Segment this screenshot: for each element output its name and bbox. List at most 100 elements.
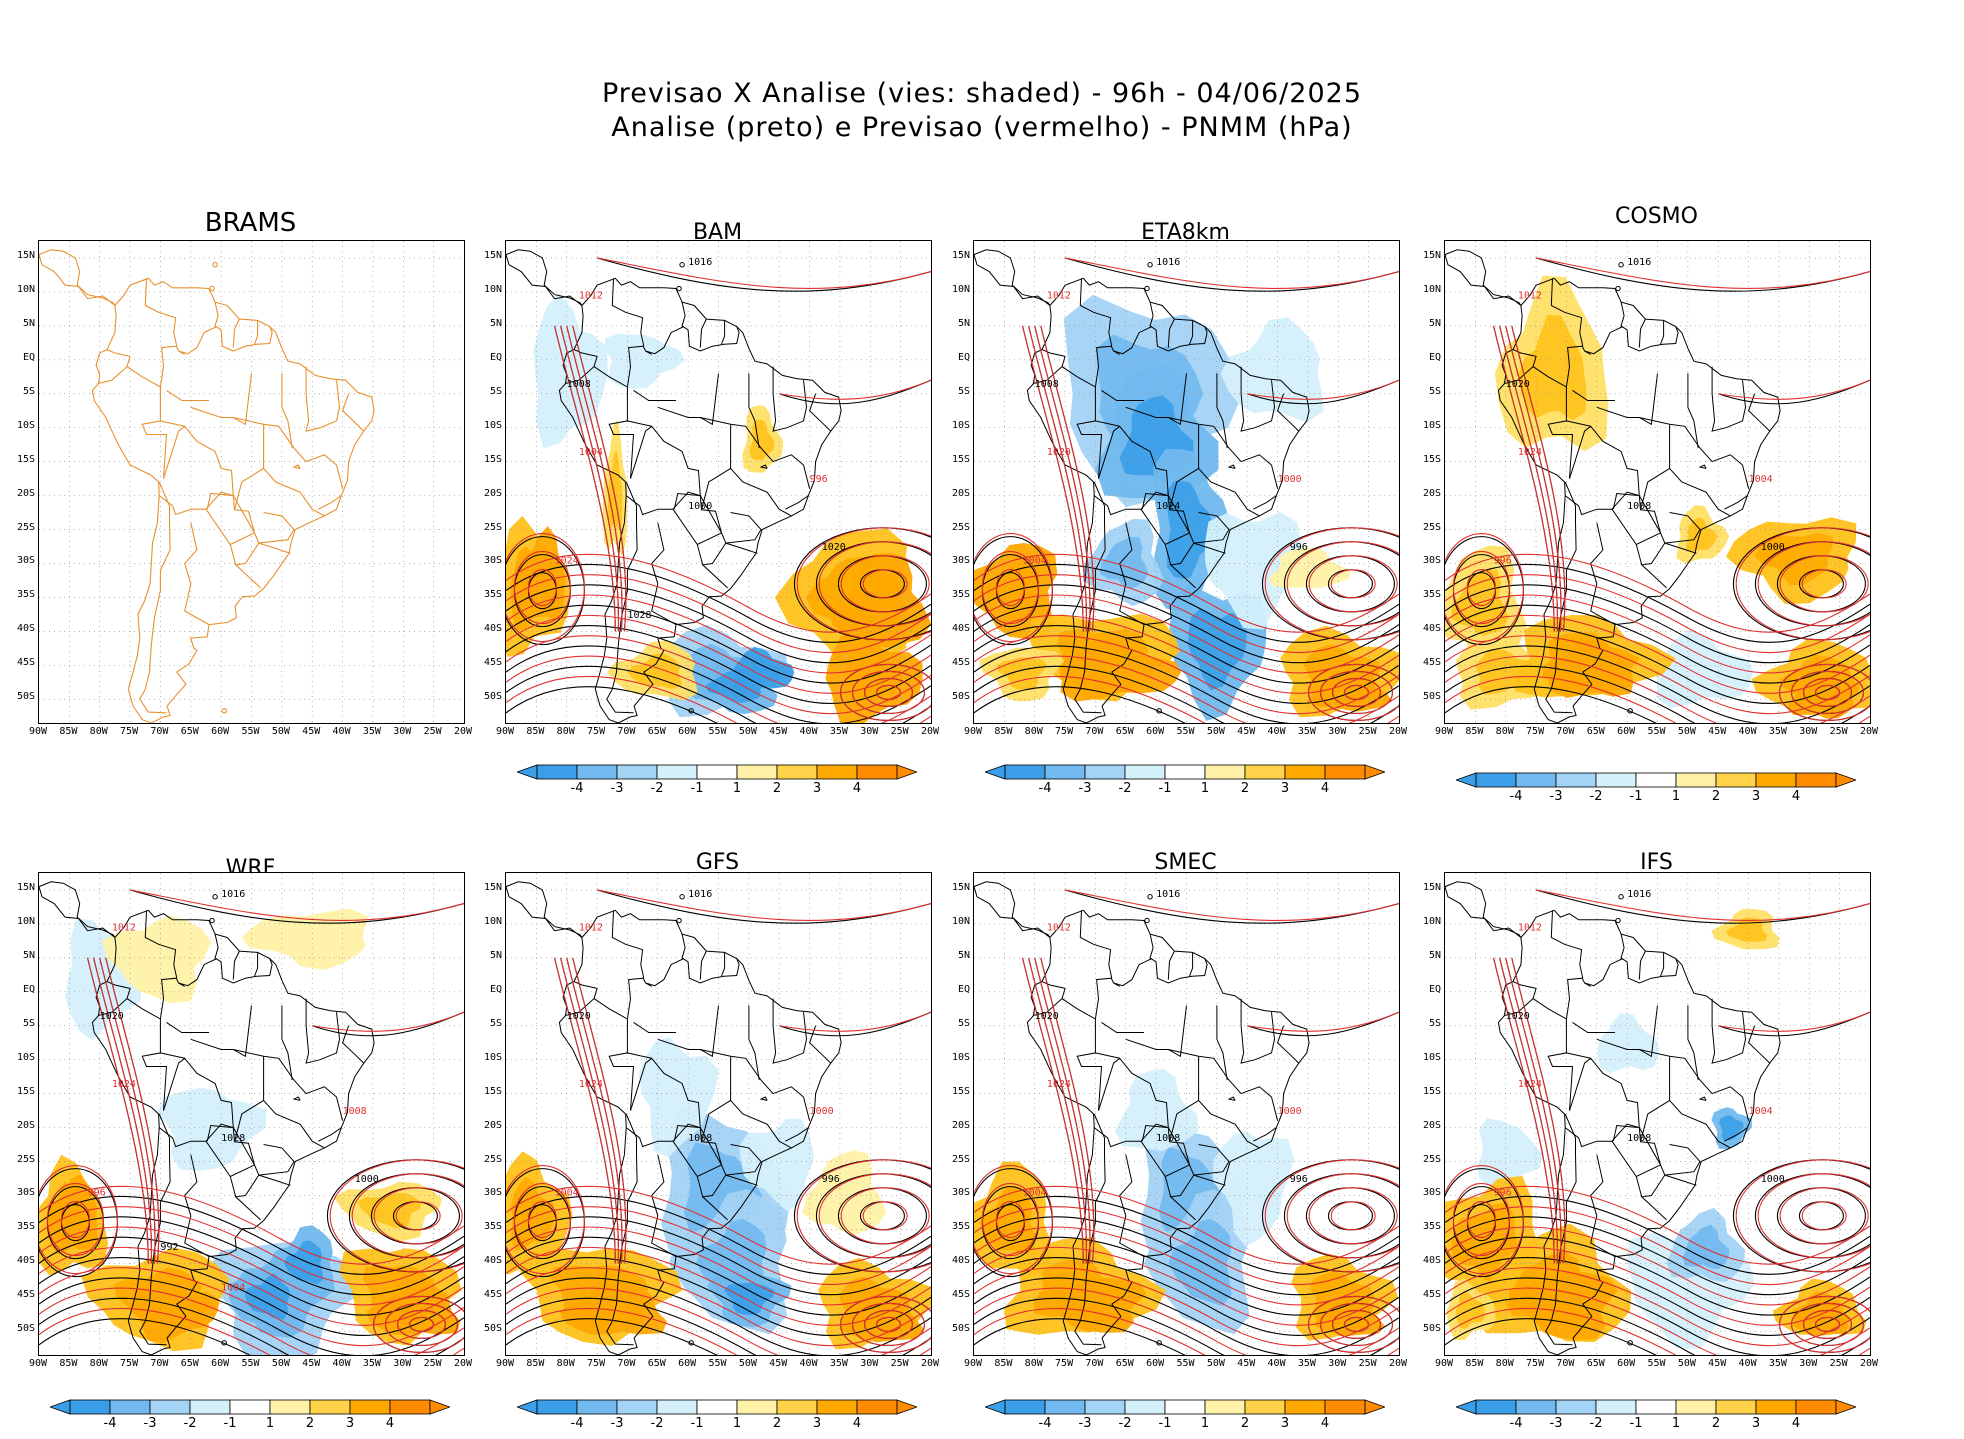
isoline-label: 1020 [1506,1011,1530,1022]
lat-label: 10S [1422,419,1441,431]
colorbar-label: -2 [1589,1416,1603,1431]
lat-label: 15S [951,1085,970,1097]
map-panel-bam: 1016 1012 1008 1004 1000 996 1020 1024 1028 [505,240,932,724]
isoline-label: 1008 [688,1133,712,1144]
isoline-label: 1020 [100,1011,124,1022]
colorbar-arrow-right [1364,764,1385,780]
lat-label: 15S [1422,453,1441,465]
lon-label: 75W [120,1358,139,1369]
isoline-label: 996 [822,1174,840,1185]
lon-label: 60W [678,726,697,737]
lat-label: 20S [483,1119,502,1131]
lat-label: 35S [16,589,35,601]
lon-label: 20W [1388,1358,1408,1369]
lat-label: 45S [1422,1289,1441,1301]
lat-label: 10S [16,419,35,431]
lat-label: 35S [483,1221,502,1233]
panel-title-brams: BRAMS [204,208,297,238]
isoline-label: 1016 [688,257,712,268]
lon-label: 50W [271,726,290,737]
colorbar-swatch [1515,1399,1557,1415]
lat-label: 45S [951,657,970,669]
colorbar-label: 2 [1240,1416,1250,1431]
lon-label: 40W [332,1358,351,1369]
colorbar-label: 1 [1200,781,1210,796]
colorbar-label: -2 [1118,1416,1132,1431]
colorbar-label: -2 [1118,781,1132,796]
colorbar-arrow-left [517,764,538,780]
lon-label: 90W [28,726,48,737]
lat-label: 30S [1422,555,1441,567]
colorbar-label: 1 [1671,1416,1681,1431]
lat-label: 40S [16,623,35,635]
lon-label: 55W [708,726,727,737]
map-canvas: 1016 1012 1020 1024 1008 1000 996 1004 [506,873,931,1355]
lon-label: 55W [1647,1358,1666,1369]
isoline-label: 1004 [555,1187,579,1198]
colorbar-swatch [576,764,618,780]
lat-label: 5S [489,385,502,397]
colorbar-label: 1 [732,781,742,796]
isoline-label: 1024 [555,555,579,566]
colorbar-label: -3 [1549,789,1563,804]
lon-label: 20W [1388,726,1408,737]
colorbar-label: 2 [1240,781,1250,796]
lat-label: 25S [1422,521,1441,533]
isoline-label: 1024 [1156,501,1180,512]
forecast-isobars [39,889,464,1355]
colorbar: -4 -3 -2 -1 1 2 3 4 [1456,1399,1856,1439]
lat-label: 15S [16,1085,35,1097]
lat-label: 15S [1422,1085,1441,1097]
colorbar-label: -4 [1038,1416,1052,1431]
lat-label: 5S [22,385,35,397]
lat-label: 10N [1422,283,1441,295]
lon-label: 25W [890,726,909,737]
lon-label: 20W [1859,1358,1879,1369]
isoline-label: 996 [1290,1174,1308,1185]
lon-label: 45W [769,1358,788,1369]
coastline [506,249,842,723]
lon-label: 30W [1328,726,1347,737]
isoline-label: 1016 [221,889,245,900]
colorbar-swatch [576,1399,618,1415]
colorbar-swatch [856,1399,898,1415]
colorbar-arrow-left [985,1399,1006,1415]
lon-label: 90W [495,726,515,737]
isoline-label: 1020 [1035,1011,1059,1022]
isoline-label: 996 [1290,542,1308,553]
isoline-label: 1016 [1156,889,1180,900]
isoline-label: 1012 [1518,923,1542,934]
lat-label: 50S [16,691,35,703]
lon-label: 35W [829,1358,848,1369]
lon-label: 60W [1617,726,1636,737]
isoline-label: 1020 [1506,379,1530,390]
lat-label: 40S [951,623,970,635]
lon-label: 85W [59,726,78,737]
colorbar-swatch [1124,1399,1166,1415]
lat-label: 5N [22,317,35,329]
lon-label: 65W [647,1358,666,1369]
lat-label: 5N [1428,949,1441,961]
lon-label: 20W [453,1358,473,1369]
lat-label: 35S [951,1221,970,1233]
lon-label: 40W [332,726,351,737]
lon-label: 75W [587,726,606,737]
grid-lines [39,241,464,723]
lon-label: 25W [423,1358,442,1369]
colorbar-label: -1 [690,781,704,796]
lon-label: 45W [769,726,788,737]
coastline [39,249,375,723]
lon-label: 25W [890,1358,909,1369]
lon-label: 55W [1176,726,1195,737]
lon-label: 60W [211,1358,230,1369]
colorbar-label: -1 [1158,1416,1172,1431]
isoline-label: 1008 [567,379,591,390]
lat-label: 5S [957,1017,970,1029]
colorbar-swatch [349,1399,391,1415]
colorbar-label: 4 [1320,1416,1330,1431]
colorbar-label: 4 [852,781,862,796]
lon-label: 70W [150,726,169,737]
lat-label: 45S [16,657,35,669]
colorbar-label: 3 [1751,789,1761,804]
lon-label: 25W [423,726,442,737]
